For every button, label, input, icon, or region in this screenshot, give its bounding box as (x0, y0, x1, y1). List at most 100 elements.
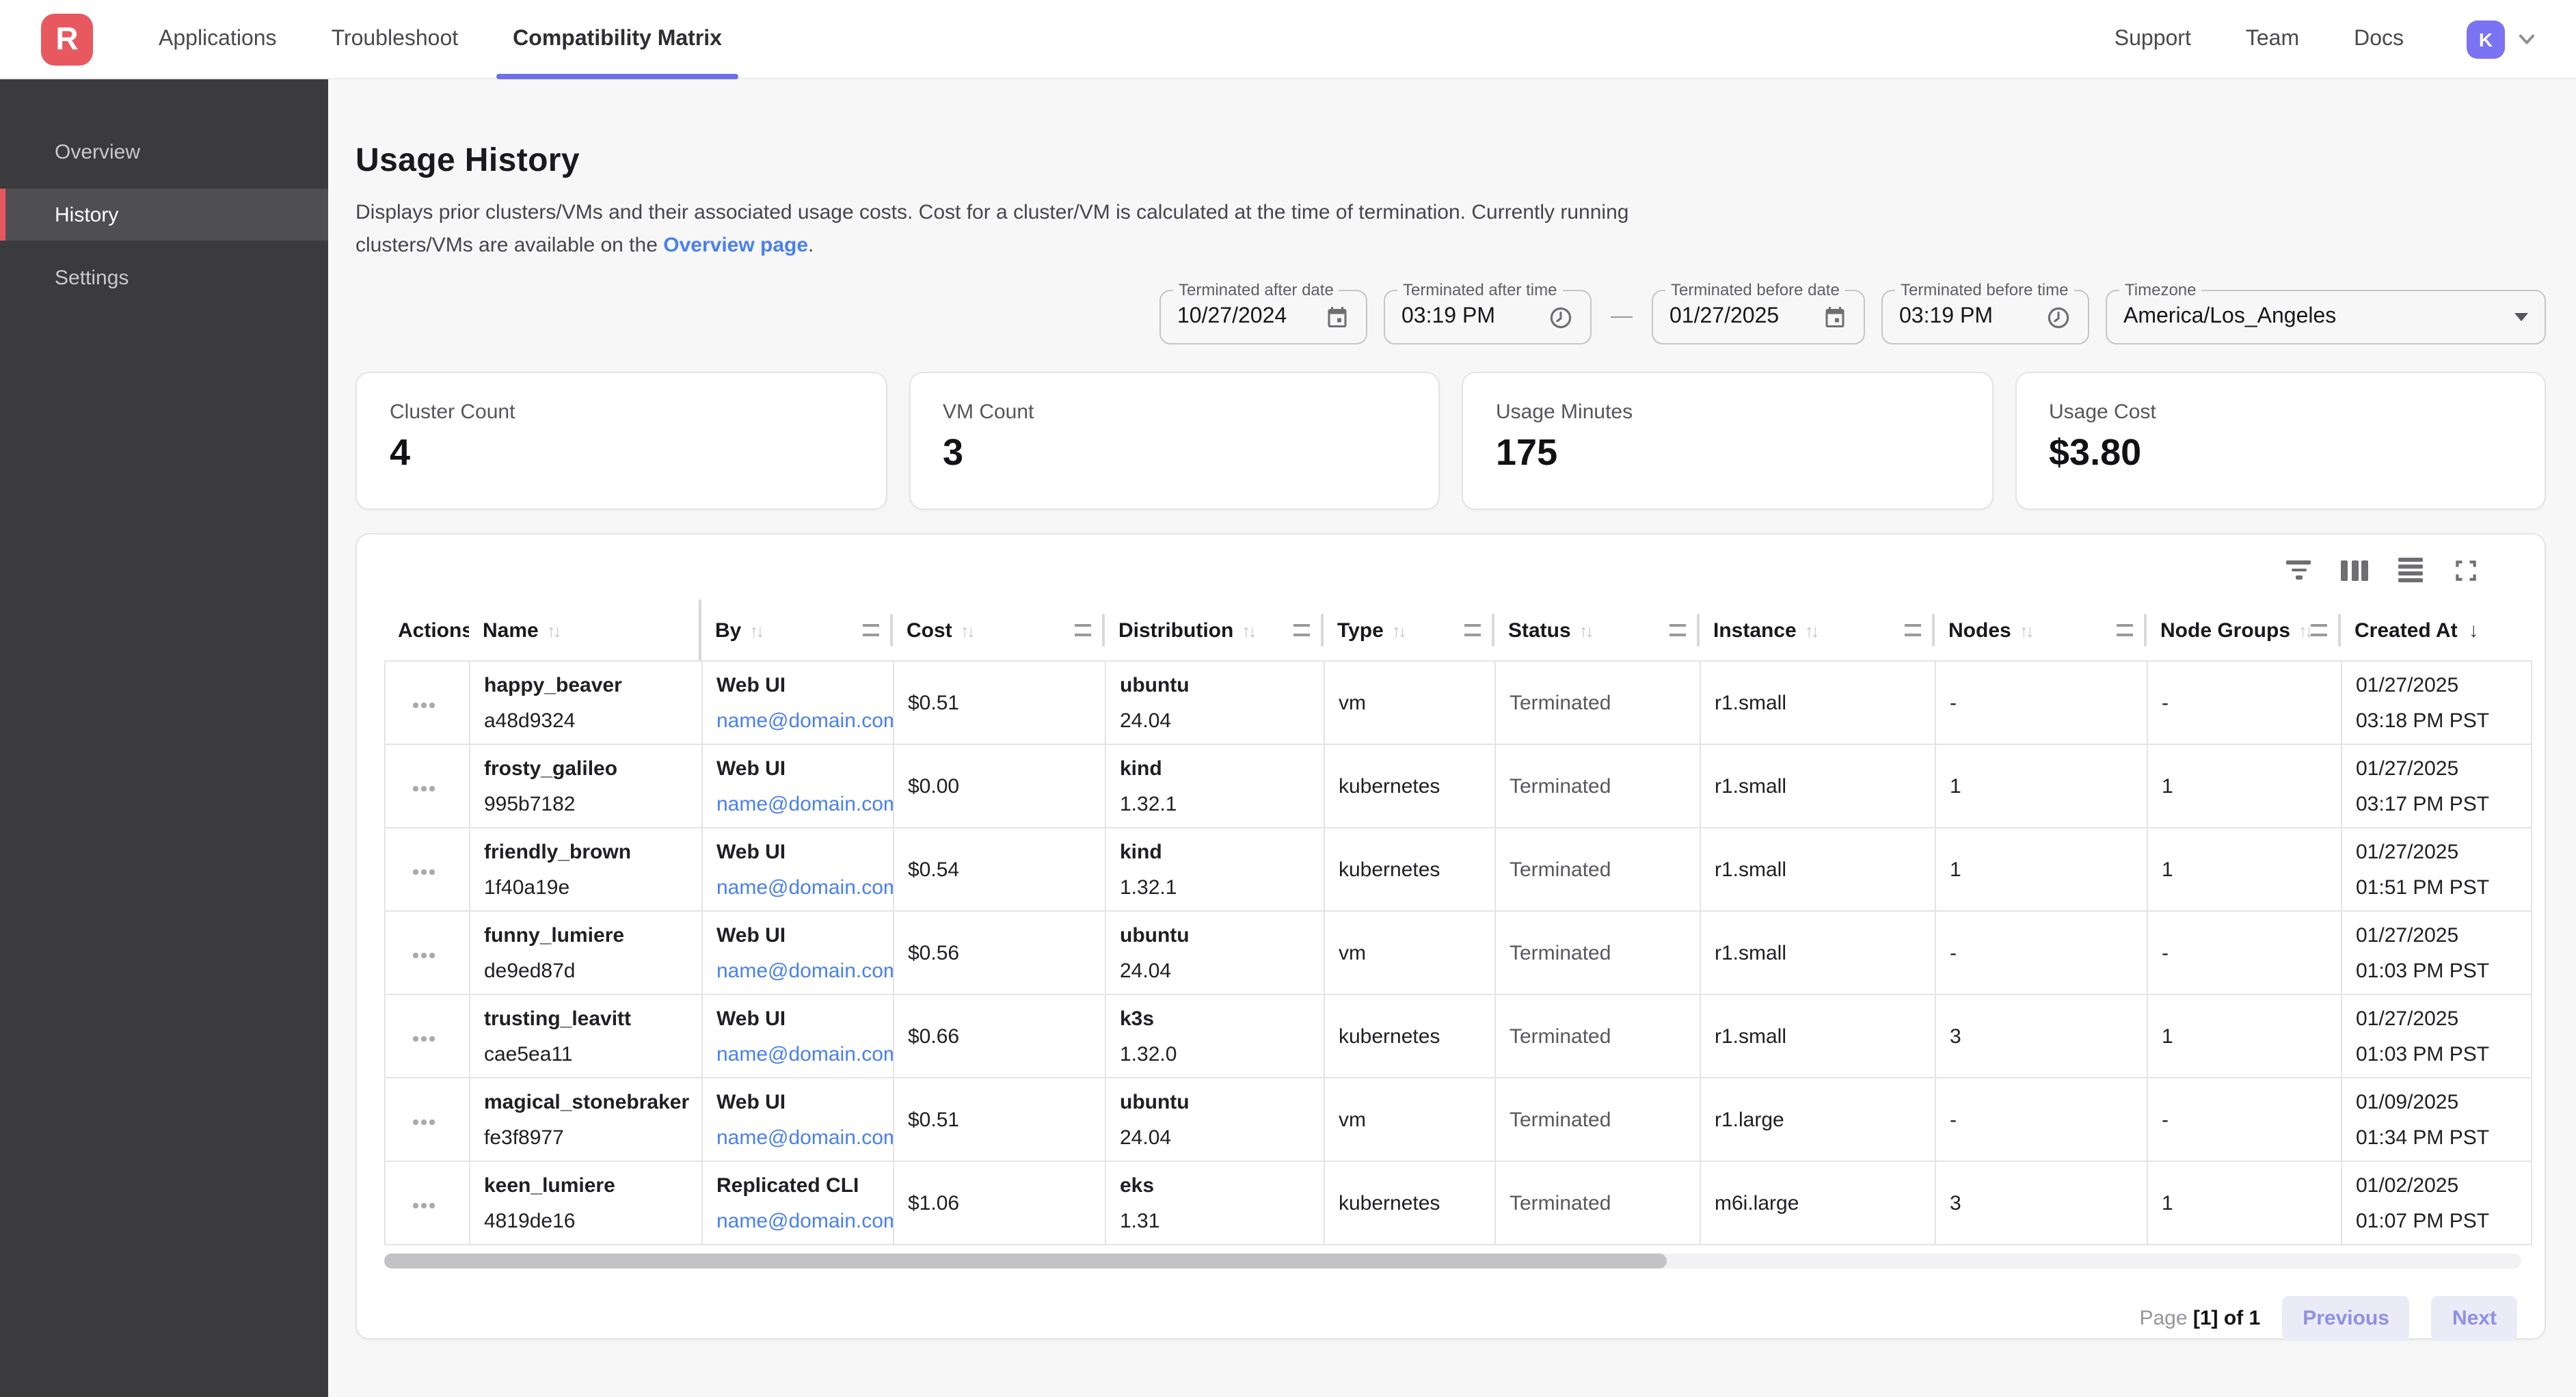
column-menu-icon[interactable] (1669, 624, 1686, 636)
creator-email-link[interactable]: name@domain.com (716, 1042, 893, 1066)
created-time: 01:03 PM PST (2356, 1042, 2490, 1066)
filter-bar: Terminated after date 10/27/2024 Termina… (355, 280, 2546, 344)
creator-email-link[interactable]: name@domain.com (716, 959, 893, 982)
columns-icon[interactable] (2341, 556, 2368, 584)
creator-email-link[interactable]: name@domain.com (716, 876, 893, 899)
col-header-node-groups[interactable]: Node Groups ↑↓ (2147, 600, 2341, 662)
col-header-instance[interactable]: Instance ↑↓ (1700, 600, 1935, 662)
stat-cards: Cluster Count 4 VM Count 3 Usage Minutes… (355, 372, 2546, 510)
clock-icon[interactable] (1548, 304, 1574, 330)
field-value: 01/27/2025 (1669, 305, 1780, 328)
terminated-before-date-field[interactable]: Terminated before date 01/27/2025 (1652, 280, 1865, 344)
overview-page-link[interactable]: Overview page (663, 234, 809, 257)
status-badge: Terminated (1510, 1108, 1611, 1131)
col-label: Cost (907, 619, 952, 642)
next-button[interactable]: Next (2431, 1296, 2517, 1341)
timezone-select[interactable]: Timezone America/Los_Angeles (2106, 280, 2546, 344)
cell-name: funny_lumiere de9ed87d (469, 912, 701, 995)
row-actions-button[interactable] (410, 1111, 437, 1132)
clock-icon[interactable] (2045, 304, 2071, 330)
replicated-logo[interactable]: R (41, 13, 93, 65)
cell-distribution: k3s 1.32.0 (1105, 995, 1324, 1079)
col-label: By (715, 619, 742, 642)
cell-cost: $0.00 (893, 745, 1105, 828)
col-label: Actions (398, 619, 474, 642)
cell-created-at: 01/09/2025 01:34 PM PST (2341, 1079, 2532, 1162)
sidebar-item-settings[interactable]: Settings (55, 266, 129, 289)
distribution-name: k3s (1120, 1007, 1155, 1030)
sidebar-item-history[interactable]: History (0, 189, 328, 241)
terminated-before-time-field[interactable]: Terminated before time 03:19 PM (1881, 280, 2089, 344)
instance-value: r1.large (1715, 1108, 1784, 1131)
creator-email-link[interactable]: name@domain.com (716, 1126, 893, 1149)
col-header-by[interactable]: By ↑↓ (701, 600, 893, 662)
avatar[interactable]: K (2467, 20, 2505, 58)
col-header-status[interactable]: Status ↑↓ (1494, 600, 1700, 662)
stat-label: Cluster Count (390, 401, 515, 424)
cell-nodes: 1 (1935, 745, 2147, 828)
creator-email-link[interactable]: name@domain.com (716, 709, 893, 732)
sidebar-item-overview[interactable]: Overview (55, 140, 141, 163)
terminated-after-date-field[interactable]: Terminated after date 10/27/2024 (1159, 280, 1367, 344)
chevron-down-icon[interactable] (2513, 25, 2540, 53)
creator-email-link[interactable]: name@domain.com (716, 792, 893, 815)
horizontal-scrollbar-thumb[interactable] (384, 1253, 1667, 1269)
row-actions-button[interactable] (410, 861, 437, 882)
creator-email-link[interactable]: name@domain.com (716, 1209, 893, 1232)
nav-item-team[interactable]: Team (2245, 27, 2300, 50)
cluster-name: frosty_galileo (484, 757, 618, 780)
nav-item-docs[interactable]: Docs (2354, 27, 2404, 50)
col-header-type[interactable]: Type ↑↓ (1324, 600, 1494, 662)
calendar-icon[interactable] (1325, 305, 1350, 329)
col-header-distribution[interactable]: Distribution ↑↓ (1105, 600, 1324, 662)
filter-icon[interactable] (2286, 556, 2311, 584)
row-actions-button[interactable] (410, 1195, 437, 1216)
fullscreen-icon[interactable] (2453, 556, 2479, 584)
row-actions-button[interactable] (410, 1028, 437, 1049)
row-actions-button[interactable] (410, 778, 437, 799)
column-menu-icon[interactable] (863, 624, 879, 636)
cell-node-groups: 1 (2147, 1162, 2341, 1245)
table-wrapper: Actions Name ↑↓ By ↑↓ Cost ↑↓ Distribution ↑… (384, 600, 2538, 1269)
col-header-created-at[interactable]: Created At ↓ (2341, 600, 2532, 662)
column-menu-icon[interactable] (2117, 624, 2133, 636)
instance-value: r1.small (1715, 691, 1787, 714)
terminated-after-time-field[interactable]: Terminated after time 03:19 PM (1384, 280, 1592, 344)
col-header-nodes[interactable]: Nodes ↑↓ (1935, 600, 2147, 662)
cell-cost: $0.56 (893, 912, 1105, 995)
table-row: funny_lumiere de9ed87d Web UI name@domai… (384, 912, 2532, 995)
instance-value: r1.small (1715, 941, 1787, 964)
row-actions-button[interactable] (410, 694, 437, 716)
column-menu-icon[interactable] (1464, 624, 1481, 636)
sort-icon: ↑↓ (2019, 620, 2035, 640)
nav-item-applications[interactable]: Applications (159, 27, 277, 50)
status-badge: Terminated (1510, 691, 1611, 714)
pagination: Page [1] of 1 Previous Next (384, 1296, 2517, 1341)
logo-letter: R (55, 21, 79, 56)
sort-icon: ↑↓ (1804, 620, 1820, 640)
cell-status: Terminated (1494, 912, 1700, 995)
column-menu-icon[interactable] (1293, 624, 1310, 636)
stat-card-usage-minutes: Usage Minutes 175 (1462, 372, 1993, 510)
cell-name: friendly_brown 1f40a19e (469, 828, 701, 912)
nodes-value: - (1950, 941, 1957, 964)
col-header-name[interactable]: Name ↑↓ (469, 600, 701, 662)
column-menu-icon[interactable] (1075, 624, 1091, 636)
col-header-cost[interactable]: Cost ↑↓ (893, 600, 1105, 662)
nav-item-support[interactable]: Support (2114, 27, 2191, 50)
distribution-version: 24.04 (1120, 1126, 1172, 1149)
node-groups-value: 1 (2162, 774, 2173, 798)
stat-label: Usage Minutes (1496, 401, 1633, 424)
previous-button[interactable]: Previous (2282, 1296, 2410, 1341)
column-menu-icon[interactable] (2311, 624, 2327, 636)
row-actions-button[interactable] (410, 945, 437, 966)
density-icon[interactable] (2398, 556, 2423, 584)
node-groups-value: 1 (2162, 1025, 2173, 1048)
usage-history-table: Actions Name ↑↓ By ↑↓ Cost ↑↓ Distribution ↑… (384, 600, 2532, 1245)
cell-node-groups: 1 (2147, 995, 2341, 1079)
nav-item-troubleshoot[interactable]: Troubleshoot (331, 27, 459, 50)
column-menu-icon[interactable] (1905, 624, 1921, 636)
cluster-name: trusting_leavitt (484, 1007, 632, 1030)
nav-item-compatibility-matrix[interactable]: Compatibility Matrix (496, 0, 738, 79)
calendar-icon[interactable] (1823, 305, 1847, 329)
